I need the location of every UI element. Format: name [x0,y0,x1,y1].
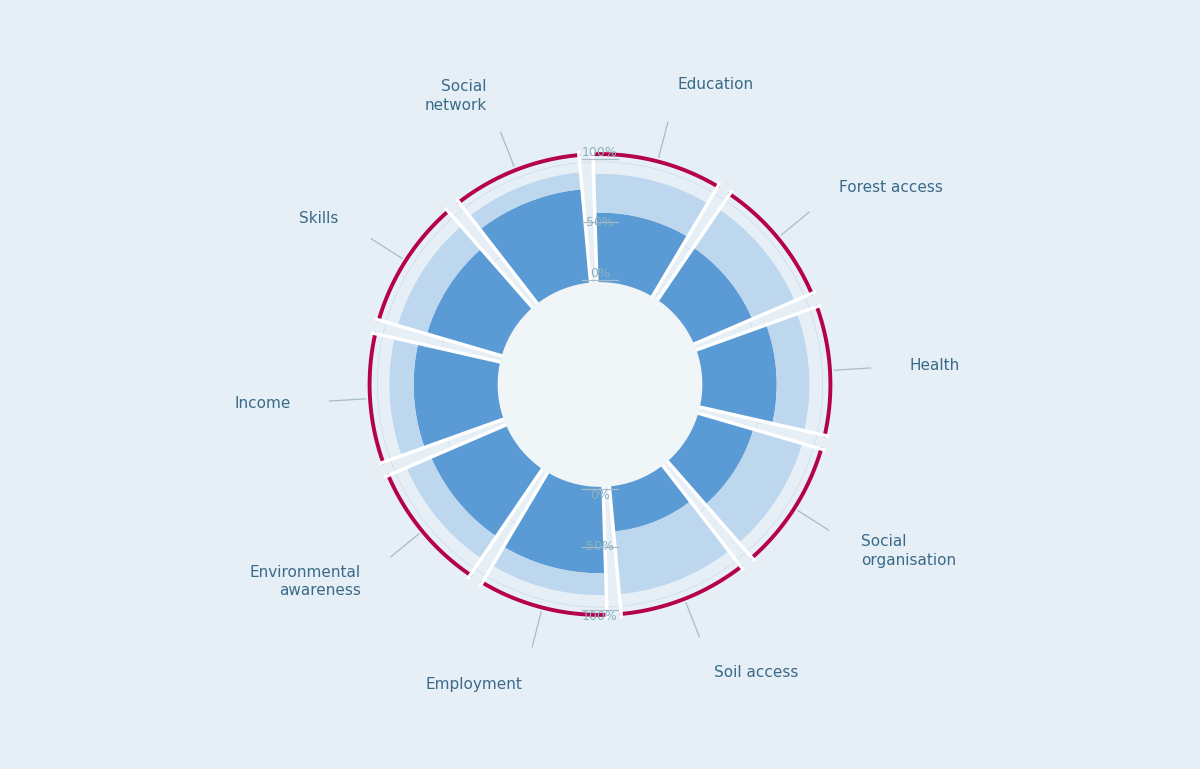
Text: Income: Income [234,396,290,411]
Polygon shape [504,472,606,573]
Polygon shape [407,457,497,558]
Polygon shape [610,465,690,531]
Polygon shape [696,325,776,424]
Text: 0%: 0% [590,488,610,501]
Text: Education: Education [678,77,754,92]
Text: 0%: 0% [590,268,610,281]
Text: Social
organisation: Social organisation [862,534,956,568]
Text: Forest access: Forest access [839,180,943,195]
Text: 50%: 50% [586,540,614,553]
Polygon shape [658,248,752,345]
Polygon shape [398,226,481,334]
Polygon shape [594,174,708,237]
Polygon shape [694,209,794,319]
Polygon shape [431,424,542,537]
Text: 100%: 100% [582,146,618,159]
Polygon shape [492,547,606,595]
Polygon shape [667,413,754,504]
Polygon shape [469,172,582,229]
Text: Environmental
awareness: Environmental awareness [250,564,361,598]
Text: 100%: 100% [582,610,618,623]
Polygon shape [498,283,702,486]
Polygon shape [414,344,504,448]
Polygon shape [480,189,590,304]
Polygon shape [613,501,728,594]
Polygon shape [390,338,425,456]
Text: Social
network: Social network [425,79,486,113]
Polygon shape [595,213,688,297]
Text: Skills: Skills [299,211,338,225]
Polygon shape [427,249,533,356]
Text: Health: Health [910,358,960,373]
Text: Employment: Employment [426,677,522,692]
Polygon shape [706,429,802,543]
Polygon shape [767,314,809,431]
Text: 50%: 50% [586,216,614,229]
Text: Soil access: Soil access [714,665,798,681]
